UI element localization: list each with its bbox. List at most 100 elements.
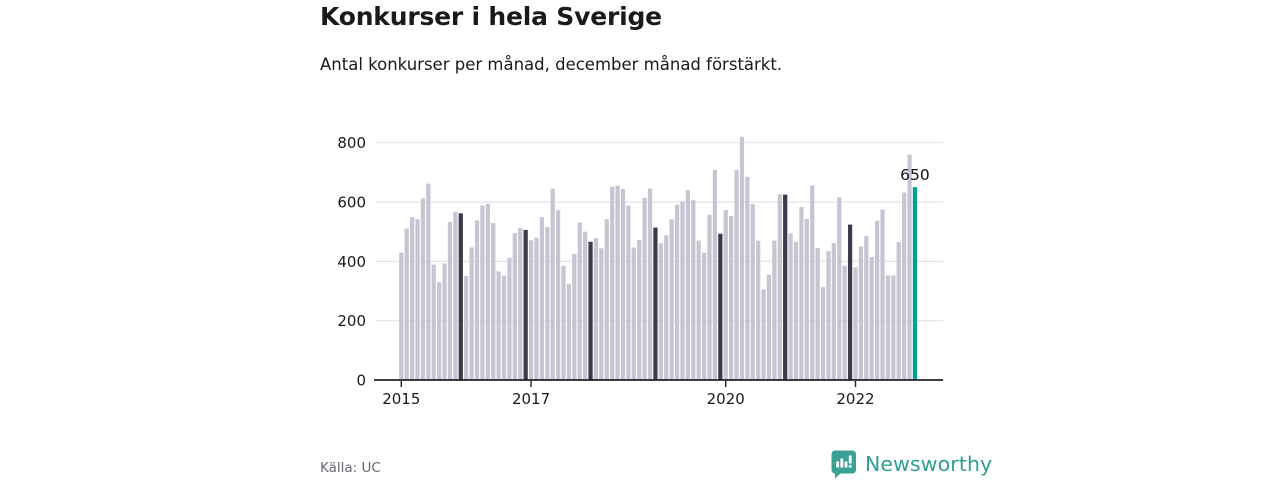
bar bbox=[891, 275, 896, 380]
bar bbox=[545, 226, 550, 380]
bar bbox=[896, 242, 901, 380]
y-axis-tick-label: 0 bbox=[356, 372, 366, 390]
latest-value-label: 650 bbox=[900, 166, 930, 184]
bar bbox=[637, 239, 642, 380]
bar bbox=[464, 275, 469, 380]
bar bbox=[550, 188, 555, 380]
bar bbox=[837, 197, 842, 380]
bar bbox=[399, 252, 404, 380]
y-axis-tick-label: 800 bbox=[337, 134, 366, 152]
bar bbox=[620, 188, 626, 380]
bar bbox=[685, 190, 690, 380]
bar-december bbox=[783, 194, 788, 380]
bar-december bbox=[847, 224, 853, 380]
chart-subtitle: Antal konkurser per månad, december måna… bbox=[320, 55, 783, 74]
bar bbox=[874, 220, 880, 380]
bar bbox=[453, 211, 458, 380]
bar bbox=[831, 242, 836, 380]
bar bbox=[858, 246, 864, 380]
bar bbox=[426, 183, 431, 380]
x-axis-tick-label: 2022 bbox=[836, 390, 874, 408]
bar bbox=[788, 233, 793, 380]
bar bbox=[669, 219, 674, 380]
bar bbox=[469, 247, 474, 380]
bar bbox=[604, 219, 609, 380]
bar bbox=[701, 252, 707, 380]
bar bbox=[566, 284, 572, 380]
bar bbox=[539, 217, 545, 380]
bar bbox=[734, 169, 739, 380]
bar bbox=[420, 198, 426, 380]
bar bbox=[583, 231, 588, 380]
bar bbox=[826, 250, 831, 380]
bar bbox=[404, 228, 409, 380]
bar bbox=[691, 200, 696, 380]
bar-december bbox=[718, 233, 723, 380]
bar-chart-canvas: 0 200 400 600 800 2015 2017 2020 2022 650 bbox=[337, 134, 943, 408]
bar bbox=[501, 275, 507, 380]
bar bbox=[610, 186, 615, 380]
bar bbox=[561, 265, 566, 380]
bar bbox=[799, 207, 804, 380]
bar bbox=[647, 188, 653, 380]
bar bbox=[674, 204, 680, 380]
bar bbox=[534, 237, 539, 380]
bar bbox=[739, 136, 745, 380]
bar-chart: 0 200 400 600 800 2015 2017 2020 2022 650 bbox=[330, 125, 970, 420]
newsworthy-logo: Newsworthy bbox=[830, 449, 992, 479]
bar bbox=[442, 263, 447, 380]
bar bbox=[518, 228, 523, 380]
bar-latest bbox=[912, 187, 918, 380]
bar bbox=[772, 240, 777, 380]
bar bbox=[409, 217, 415, 380]
y-axis-tick-label: 200 bbox=[337, 312, 366, 330]
bar bbox=[626, 205, 631, 380]
bar bbox=[507, 257, 512, 380]
bar bbox=[880, 209, 885, 380]
newsworthy-chart-bubble-icon bbox=[831, 450, 856, 479]
bar bbox=[528, 240, 534, 380]
bar bbox=[696, 240, 701, 380]
bar bbox=[864, 236, 869, 380]
chart-title: Konkurser i hela Sverige bbox=[320, 2, 662, 31]
y-axis-tick-label: 600 bbox=[337, 194, 366, 212]
bar bbox=[729, 215, 734, 380]
bar bbox=[474, 220, 480, 380]
bar bbox=[642, 197, 647, 380]
x-axis-tick-label: 2017 bbox=[512, 390, 550, 408]
bar bbox=[555, 210, 561, 380]
bar bbox=[437, 282, 442, 380]
bar bbox=[750, 204, 755, 380]
bar bbox=[480, 205, 485, 380]
newsworthy-wordmark: Newsworthy bbox=[865, 452, 993, 476]
x-axis-tick-label: 2015 bbox=[382, 390, 420, 408]
source-label: Källa: UC bbox=[320, 460, 381, 476]
bar bbox=[745, 176, 750, 380]
bar bbox=[615, 185, 620, 380]
bar bbox=[869, 256, 874, 380]
y-axis-tick-label: 400 bbox=[337, 253, 366, 271]
bar bbox=[885, 275, 891, 380]
bar bbox=[572, 253, 577, 380]
bar bbox=[431, 264, 436, 380]
bar bbox=[761, 289, 766, 380]
bar bbox=[793, 241, 799, 380]
bar bbox=[820, 287, 826, 380]
bar bbox=[680, 201, 685, 380]
bar bbox=[447, 221, 453, 380]
bar bbox=[491, 223, 496, 380]
x-axis-tick-label: 2020 bbox=[707, 390, 745, 408]
bar bbox=[712, 169, 718, 380]
bar bbox=[512, 233, 517, 380]
bar-december bbox=[653, 227, 658, 380]
bar bbox=[577, 222, 582, 380]
bar bbox=[658, 243, 663, 380]
bar bbox=[815, 248, 820, 380]
bar bbox=[723, 210, 728, 380]
bar bbox=[485, 203, 490, 380]
bar bbox=[810, 185, 815, 380]
bar-december bbox=[523, 229, 528, 380]
bar bbox=[631, 247, 636, 380]
bar bbox=[907, 154, 912, 380]
